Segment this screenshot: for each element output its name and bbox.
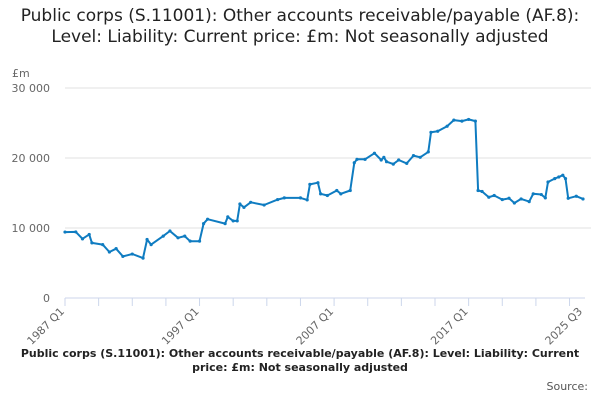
data-point: [527, 200, 531, 204]
data-point: [275, 197, 280, 202]
data-point: [405, 161, 409, 165]
data-point: [355, 157, 359, 161]
data-point: [500, 197, 504, 202]
data-point: [426, 150, 430, 154]
data-point: [176, 236, 180, 240]
chart-title: Public corps (S.11001): Other accounts r…: [20, 6, 580, 47]
data-point: [90, 241, 94, 245]
data-point: [305, 198, 309, 202]
data-point: [319, 192, 323, 196]
y-tick-label: 0: [43, 292, 50, 305]
data-point: [480, 189, 484, 194]
x-tick-label: 2007 Q1: [294, 305, 337, 348]
data-point: [487, 195, 491, 199]
legend-series-label: Public corps (S.11001): Other accounts r…: [20, 347, 580, 374]
data-point: [168, 229, 172, 233]
y-tick-label: 10 000: [12, 222, 51, 235]
data-point: [262, 203, 266, 207]
data-point: [543, 196, 547, 200]
data-point: [121, 254, 125, 259]
data-point: [539, 192, 543, 197]
source-label: Source:: [546, 380, 589, 393]
data-point: [149, 242, 153, 247]
data-point: [452, 118, 456, 122]
data-point: [316, 181, 320, 185]
data-point: [492, 193, 496, 198]
data-point: [348, 188, 352, 193]
data-point: [335, 188, 339, 193]
data-point: [242, 205, 246, 209]
data-point: [382, 155, 386, 159]
data-point: [325, 193, 329, 198]
x-tick-label: 1987 Q1: [25, 305, 68, 348]
data-point: [298, 196, 303, 200]
data-point: [363, 157, 367, 161]
data-point: [183, 234, 187, 238]
y-tick-label: 30 000: [12, 82, 51, 95]
data-point: [379, 158, 383, 162]
data-point: [161, 234, 165, 238]
data-point: [201, 221, 206, 226]
data-point: [445, 124, 449, 128]
x-tick-label: 2017 Q1: [428, 305, 471, 348]
data-point: [436, 129, 440, 133]
data-point: [566, 196, 570, 200]
data-point: [546, 180, 550, 184]
data-point: [308, 182, 312, 186]
data-point: [223, 221, 227, 226]
data-point: [231, 219, 235, 223]
data-point: [391, 162, 395, 166]
series-line: [64, 118, 584, 260]
data-point: [563, 177, 568, 181]
data-point: [63, 230, 67, 234]
data-point: [80, 237, 85, 241]
data-point: [411, 154, 416, 158]
data-point: [476, 188, 480, 193]
x-tick-label: 1997 Q1: [159, 305, 202, 348]
data-point: [561, 173, 565, 177]
data-point: [397, 158, 401, 162]
data-point: [557, 175, 561, 179]
data-point: [74, 230, 78, 234]
data-point: [197, 239, 202, 243]
x-tick-label: 2025 Q3: [543, 305, 586, 348]
data-point: [238, 202, 242, 206]
data-point: [384, 160, 389, 164]
data-point: [581, 197, 585, 201]
data-point: [460, 119, 464, 123]
data-point: [114, 247, 118, 251]
data-point: [507, 196, 511, 200]
data-point: [467, 117, 471, 122]
data-point: [130, 252, 134, 256]
data-point: [531, 192, 535, 196]
data-point: [512, 201, 516, 205]
data-point: [101, 242, 105, 247]
data-point: [226, 215, 230, 219]
data-point: [519, 197, 523, 201]
data-point: [574, 194, 578, 198]
data-point: [235, 219, 239, 223]
data-point: [282, 196, 286, 200]
data-point: [352, 161, 356, 165]
data-point: [145, 237, 149, 242]
y-tick-label: 20 000: [12, 152, 51, 165]
data-point: [141, 256, 145, 260]
data-point: [372, 151, 377, 155]
data-point: [107, 250, 111, 254]
data-point: [87, 232, 91, 237]
data-point: [339, 192, 343, 196]
y-axis-unit-label: £m: [12, 67, 30, 80]
data-point: [206, 217, 210, 221]
data-point: [418, 155, 422, 159]
data-point: [553, 177, 557, 181]
data-point: [429, 130, 433, 134]
data-point: [249, 200, 253, 204]
data-point: [188, 239, 192, 243]
data-point: [473, 119, 477, 123]
